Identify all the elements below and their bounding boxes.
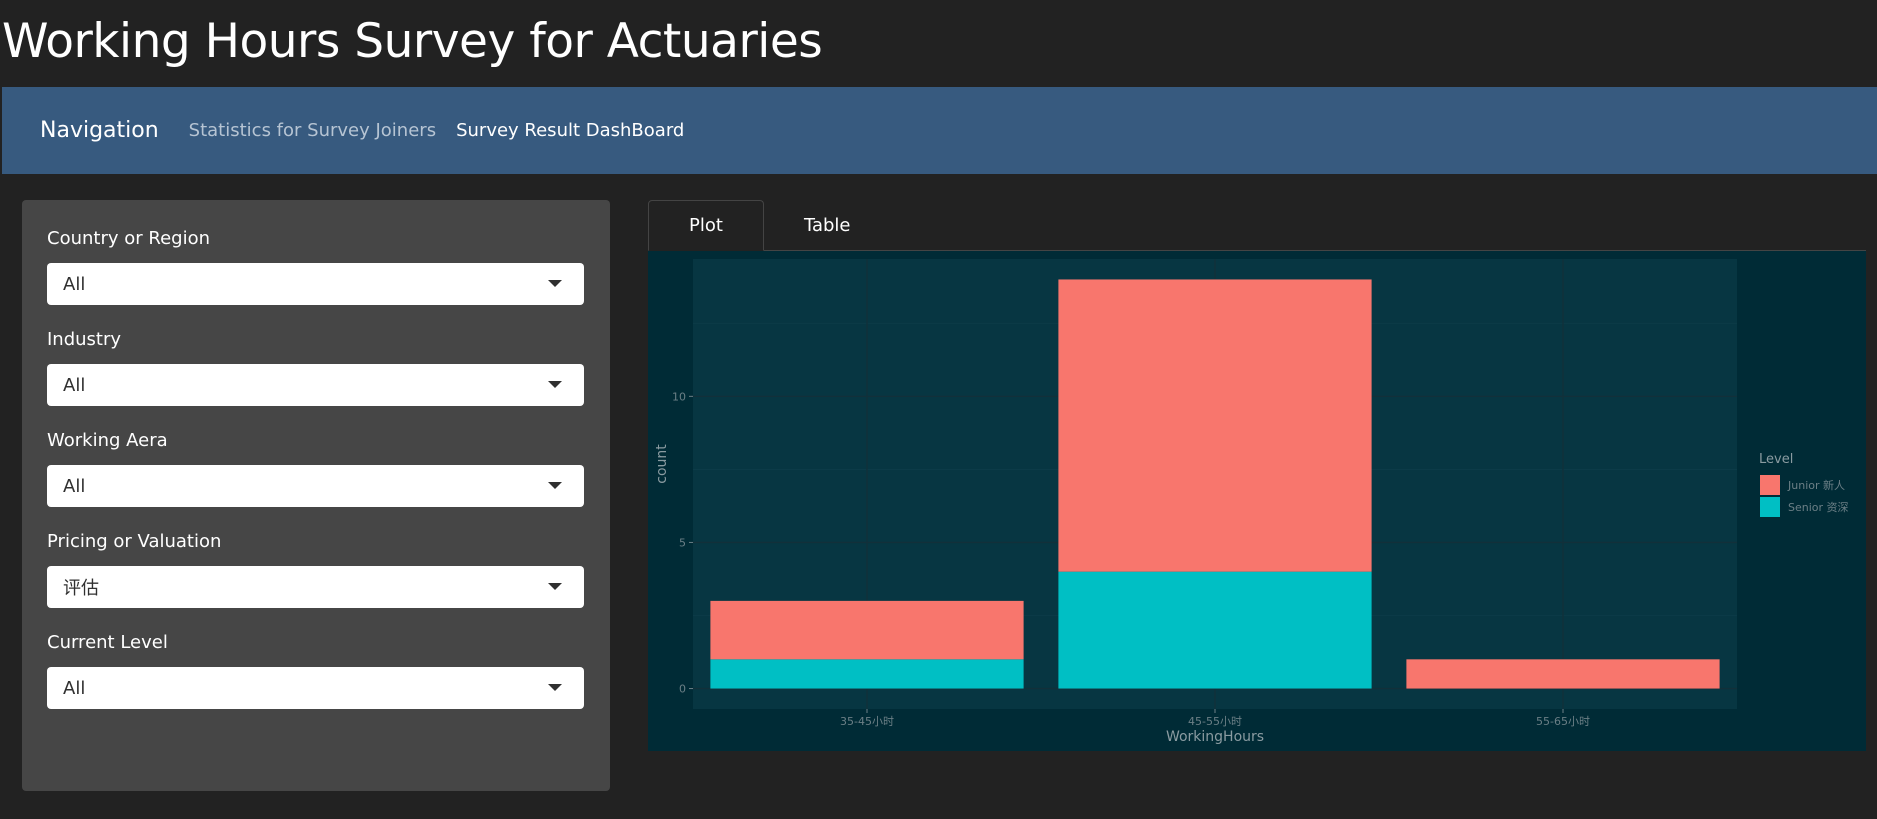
tab-table[interactable]: Table bbox=[803, 215, 851, 236]
pricing-valuation-select-value: 评估 bbox=[63, 578, 99, 599]
y-tick-label: 10 bbox=[672, 390, 686, 403]
filter-sidebar: Country or Region All Industry All Worki… bbox=[22, 200, 610, 791]
y-tick-label: 5 bbox=[679, 536, 686, 549]
current-level-select-value: All bbox=[63, 677, 86, 699]
filter-current-level-label: Current Level bbox=[47, 632, 168, 653]
bar-senior bbox=[710, 659, 1024, 689]
bar-junior bbox=[1406, 659, 1720, 689]
chevron-down-icon bbox=[548, 583, 562, 590]
legend-swatch bbox=[1760, 497, 1780, 517]
plot-panel: 0 5 10 35-45小时 45-55小时 55-65小时 WorkingHours cou… bbox=[648, 251, 1866, 751]
nav-link-statistics[interactable]: Statistics for Survey Joiners bbox=[188, 120, 437, 141]
navbar: Navigation Statistics for Survey Joiners… bbox=[2, 87, 1877, 174]
chevron-down-icon bbox=[548, 482, 562, 489]
filter-pricing-valuation-label: Pricing or Valuation bbox=[47, 531, 222, 552]
stacked-bar-chart: 0 5 10 35-45小时 45-55小时 55-65小时 WorkingHours cou… bbox=[648, 251, 1866, 751]
filter-pricing-valuation: Pricing or Valuation 评估 bbox=[47, 531, 585, 608]
legend-title: Level bbox=[1759, 452, 1793, 467]
x-tick-label: 55-65小时 bbox=[1536, 715, 1590, 728]
x-tick-label: 35-45小时 bbox=[840, 715, 894, 728]
x-axis-title: WorkingHours bbox=[1166, 729, 1264, 745]
bar-senior bbox=[1058, 571, 1372, 689]
legend-swatch bbox=[1760, 475, 1780, 495]
country-select-value: All bbox=[63, 273, 86, 295]
legend-label: Junior 新人 bbox=[1787, 478, 1845, 492]
filter-current-level: Current Level All bbox=[47, 632, 585, 709]
filter-industry: Industry All bbox=[47, 329, 585, 406]
working-area-select[interactable]: All bbox=[47, 465, 584, 507]
pricing-valuation-select[interactable]: 评估 bbox=[47, 566, 584, 608]
country-select[interactable]: All bbox=[47, 263, 584, 305]
chevron-down-icon bbox=[548, 381, 562, 388]
x-tick-label: 45-55小时 bbox=[1188, 715, 1242, 728]
y-axis-title: count bbox=[654, 444, 670, 484]
filter-working-area: Working Aera All bbox=[47, 430, 585, 507]
industry-select-value: All bbox=[63, 374, 86, 396]
tab-plot[interactable]: Plot bbox=[648, 200, 764, 251]
industry-select[interactable]: All bbox=[47, 364, 584, 406]
bar-junior bbox=[1058, 279, 1372, 572]
chevron-down-icon bbox=[548, 684, 562, 691]
filter-country: Country or Region All bbox=[47, 228, 585, 305]
tab-bar: Plot Table bbox=[648, 200, 1866, 251]
working-area-select-value: All bbox=[63, 475, 86, 497]
filter-industry-label: Industry bbox=[47, 329, 122, 350]
bar-junior bbox=[710, 600, 1024, 660]
page-title: Working Hours Survey for Actuaries bbox=[2, 14, 823, 69]
legend-label: Senior 资深 bbox=[1788, 501, 1849, 514]
filter-country-label: Country or Region bbox=[47, 228, 210, 249]
nav-brand[interactable]: Navigation bbox=[40, 118, 159, 143]
filter-working-area-label: Working Aera bbox=[47, 430, 168, 451]
chevron-down-icon bbox=[548, 280, 562, 287]
nav-link-dashboard[interactable]: Survey Result DashBoard bbox=[456, 120, 685, 141]
current-level-select[interactable]: All bbox=[47, 667, 584, 709]
y-tick-label: 0 bbox=[679, 683, 686, 696]
